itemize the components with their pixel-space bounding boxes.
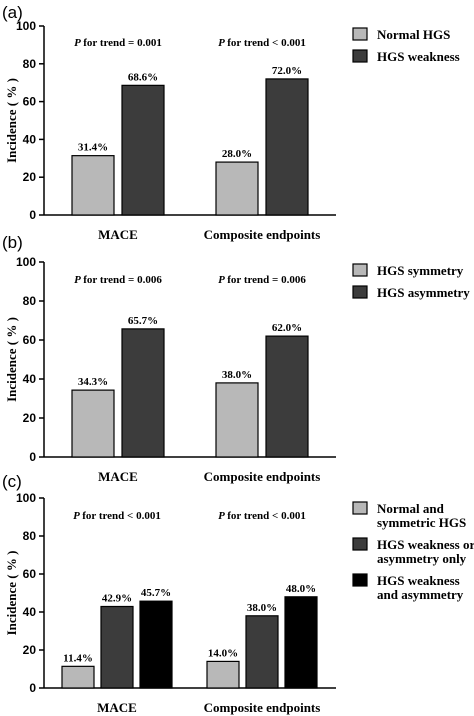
y-tick-label: 40: [23, 605, 37, 619]
panel-label: (a): [2, 3, 23, 22]
p-letter: P: [218, 274, 227, 286]
y-tick-label: 80: [23, 294, 37, 308]
legend-label: HGS weakness or: [377, 537, 474, 552]
chart-panel-3: (c) 0 20 40 60 80 100 Incidence ( % ) 11.4% 42.9%…: [2, 472, 474, 715]
y-tick-label: 80: [23, 529, 37, 543]
p-trend-annotation: P for trend = 0.006: [218, 274, 306, 286]
bar: [139, 600, 173, 689]
bar: [121, 84, 165, 216]
bar: [71, 389, 115, 458]
data-label: 68.6%: [128, 71, 158, 83]
bar: [284, 596, 318, 689]
bar: [121, 328, 165, 458]
p-trend-annotation: P for trend < 0.001: [218, 37, 306, 49]
legend-label: HGS weakness: [377, 573, 460, 588]
bar: [100, 605, 134, 689]
p-letter: P: [74, 37, 83, 49]
data-label: 31.4%: [78, 142, 108, 154]
legend-swatch: [352, 285, 368, 299]
p-trend-text: for trend < 0.001: [227, 37, 306, 49]
p-trend-annotation: P for trend = 0.001: [74, 37, 162, 49]
panel-label: (c): [2, 472, 22, 491]
p-trend-text: for trend = 0.006: [83, 274, 162, 286]
p-letter: P: [74, 274, 83, 286]
p-trend-text: for trend = 0.001: [83, 37, 162, 49]
legend-label: HGS asymmetry: [377, 285, 470, 300]
legend-swatch: [352, 537, 368, 551]
legend-label: and asymmetry: [377, 587, 464, 602]
y-tick-label: 20: [23, 411, 37, 425]
y-tick-label: 0: [29, 681, 36, 695]
bar: [215, 161, 259, 216]
data-label: 48.0%: [286, 583, 316, 595]
legend-label: Normal and: [377, 501, 445, 516]
y-tick-label: 100: [16, 19, 36, 33]
data-label: 14.0%: [208, 647, 238, 659]
p-trend-text: for trend < 0.001: [82, 510, 161, 522]
legend-label: HGS symmetry: [377, 263, 464, 278]
x-category-label: MACE: [97, 700, 137, 715]
y-axis-label: Incidence ( % ): [4, 78, 19, 163]
data-label: 65.7%: [128, 315, 158, 327]
x-category-label: Composite endpoints: [204, 700, 321, 715]
legend-swatch: [352, 573, 368, 587]
data-label: 38.0%: [247, 602, 277, 614]
bar: [265, 78, 309, 216]
legend-swatch: [352, 263, 368, 277]
data-label: 42.9%: [102, 592, 132, 604]
y-tick-label: 20: [23, 643, 37, 657]
chart-panel-2: (b) 0 20 40 60 80 100 Incidence ( % ) 34.3% 65.7%…: [2, 233, 470, 484]
bar: [265, 335, 309, 458]
panel-label: (b): [2, 233, 23, 252]
bar: [71, 155, 115, 216]
y-tick-label: 60: [23, 567, 37, 581]
legend-swatch: [352, 27, 368, 41]
y-tick-label: 0: [29, 208, 36, 222]
y-tick-label: 40: [23, 372, 37, 386]
bar: [245, 615, 279, 689]
p-trend-text: for trend < 0.001: [227, 510, 306, 522]
legend-swatch: [352, 49, 368, 63]
chart-panel-1: (a) 0 20 40 60 80 100 Incidence ( % ) 31.4% 68.6%…: [2, 3, 460, 242]
legend-swatch: [352, 501, 368, 515]
y-tick-label: 60: [23, 95, 37, 109]
x-category-label: Composite endpoints: [204, 227, 321, 242]
x-category-label: Composite endpoints: [204, 469, 321, 484]
y-tick-label: 100: [16, 491, 36, 505]
bar: [61, 665, 95, 689]
bar: [215, 382, 259, 458]
p-trend-annotation: P for trend < 0.001: [218, 510, 306, 522]
data-label: 28.0%: [222, 148, 252, 160]
data-label: 72.0%: [272, 65, 302, 77]
data-label: 11.4%: [63, 652, 93, 664]
y-axis-label: Incidence ( % ): [4, 317, 19, 402]
legend-label: HGS weakness: [377, 49, 460, 64]
data-label: 38.0%: [222, 369, 252, 381]
legend-label: symmetric HGS: [377, 515, 466, 530]
p-letter: P: [218, 37, 227, 49]
y-tick-label: 80: [23, 57, 37, 71]
legend-label: asymmetry only: [377, 551, 467, 566]
y-axis-label: Incidence ( % ): [4, 551, 19, 636]
data-label: 45.7%: [141, 587, 171, 599]
p-trend-annotation: P for trend < 0.001: [73, 510, 161, 522]
y-tick-label: 40: [23, 132, 37, 146]
p-trend-text: for trend = 0.006: [227, 274, 306, 286]
y-tick-label: 60: [23, 333, 37, 347]
x-category-label: MACE: [98, 227, 138, 242]
legend-label: Normal HGS: [377, 27, 450, 42]
y-tick-label: 100: [16, 255, 36, 269]
p-trend-annotation: P for trend = 0.006: [74, 274, 162, 286]
y-tick-label: 0: [29, 450, 36, 464]
p-letter: P: [73, 510, 82, 522]
data-label: 62.0%: [272, 322, 302, 334]
p-letter: P: [218, 510, 227, 522]
y-tick-label: 20: [23, 170, 37, 184]
x-category-label: MACE: [98, 469, 138, 484]
data-label: 34.3%: [78, 376, 108, 388]
bar: [206, 660, 240, 689]
